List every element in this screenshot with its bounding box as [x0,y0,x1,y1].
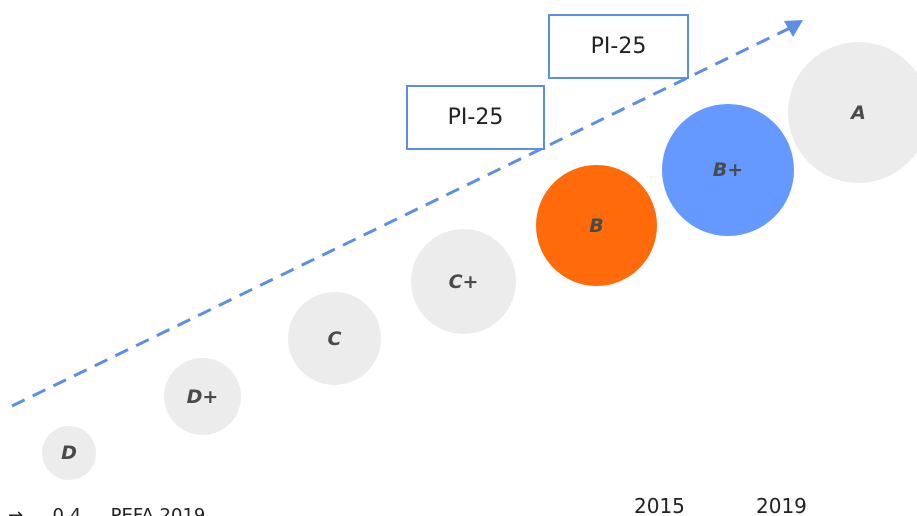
trend-arrow-line [11,26,791,408]
grade-circle-b-plus: B+ [662,104,794,236]
grade-circle-b: B [536,165,657,286]
grade-circle-c-plus: C+ [411,229,516,334]
pi-box-lower: PI-25 [406,85,545,150]
cutoff-caption: → … 0.4 … PEFA 2019 [8,505,206,516]
grade-label-d-plus: D+ [186,385,219,408]
grade-label-a: A [851,101,866,124]
pi-box-lower-label: PI-25 [447,105,504,130]
grade-label-c-plus: C+ [448,270,479,293]
pi-box-upper-label: PI-25 [590,34,647,59]
grade-circle-a: A [788,42,917,183]
year-label-2015: 2015 [634,494,685,516]
pi-box-upper: PI-25 [548,14,689,79]
grade-label-c: C [327,327,342,350]
grade-label-d: D [61,442,77,464]
grade-label-b-plus: B+ [712,159,744,181]
grade-circle-d-plus: D+ [164,358,241,435]
year-label-2019: 2019 [756,494,807,516]
trend-arrow-head [784,20,803,37]
grade-label-b: B [589,214,604,237]
grade-circle-c: C [288,292,381,385]
grade-circle-d: D [42,426,96,480]
